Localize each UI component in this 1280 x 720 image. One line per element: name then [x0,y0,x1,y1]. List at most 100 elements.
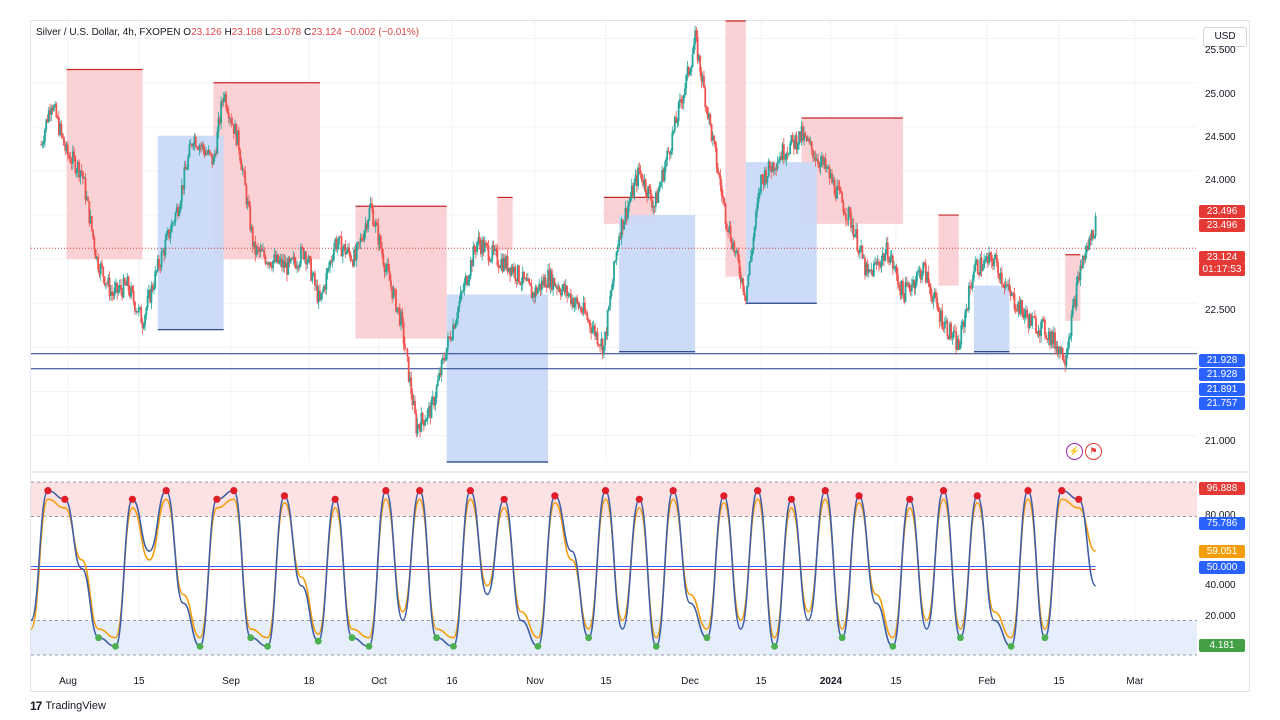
candle-body [303,252,306,260]
resistance-zone [725,21,746,277]
candle-body [1050,332,1053,345]
candle-body [410,377,413,395]
candle-body [336,244,339,249]
candle-body [550,270,553,290]
candle-body [445,347,448,360]
oversold-marker [1007,642,1015,650]
candle-body [333,248,335,260]
candle-body [63,137,65,146]
oversold-band [31,620,1197,655]
candle-body [581,311,584,313]
candle-body [414,400,416,414]
candle-body [1082,255,1084,269]
oscillator-tick: 20.000 [1205,611,1236,622]
candle-body [409,377,411,382]
candle-body [362,240,364,241]
candle-body [88,201,91,224]
change-value: −0.002 (−0.01%) [344,27,420,38]
candle-body [794,135,797,149]
candle-body [988,252,991,264]
candle-body [310,258,312,281]
candle-body [902,281,904,295]
candle-body [83,177,86,179]
candle-body [990,254,993,263]
candle-body [92,229,95,238]
candle-body [329,260,332,268]
candle-body [805,136,808,141]
candle-body [871,269,874,277]
candle-body [104,283,107,285]
candle-body [71,151,74,164]
candle-body [134,301,136,312]
flag-icon[interactable]: ⚑ [1085,443,1102,460]
candle-body [277,254,280,264]
candle-body [54,104,56,106]
candle-body [904,282,907,302]
candle-body [436,380,439,386]
open-value: 23.126 [191,27,222,38]
candle-body [102,266,105,277]
candle-body [903,294,906,302]
flash-icon[interactable]: ⚡ [1066,443,1083,460]
candle-body [319,290,321,300]
candle-body [955,331,958,350]
candle-body [230,118,233,124]
candle-body [84,177,87,200]
candle-body [205,152,207,156]
candle-body [791,135,794,140]
price-label-blue: 21.928 [1199,354,1245,367]
tradingview-logo[interactable]: 17 TradingView [30,699,106,713]
candle-body [886,242,889,260]
candle-body [952,330,955,337]
candle-body [642,181,645,187]
candle-body [852,225,855,238]
candle-body [459,292,462,302]
candle-body [671,132,674,151]
candle-body [1026,309,1029,318]
overbought-marker [754,487,762,495]
candle-body [1000,272,1003,284]
candle-body [1037,330,1040,334]
candle-body [975,260,978,264]
oversold-marker [365,642,373,650]
candle-body [213,153,216,158]
candle-body [493,248,496,252]
candle-body [178,209,181,216]
candle-body [679,99,681,103]
candle-body [766,175,769,183]
candle-body [478,237,481,245]
candle-body [861,245,864,259]
candle-body [531,292,534,299]
candle-body [515,278,518,282]
candle-body [995,254,998,263]
candle-body [698,55,700,61]
currency-button[interactable]: USD [1203,27,1247,47]
candle-body [354,249,357,260]
candle-body [829,173,832,179]
candle-body [57,117,60,135]
oscillator-label-green: 4.181 [1199,639,1245,652]
candle-body [126,276,129,286]
candle-body [1090,230,1093,241]
candle-body [357,242,359,246]
candle-body [226,108,229,113]
candle-body [59,123,62,135]
candle-body [656,192,658,203]
candle-body [511,266,514,273]
candle-body [804,133,807,137]
candle-body [611,281,614,291]
candle-body [44,129,46,142]
candle-body [128,290,131,297]
candle-body [803,133,806,141]
candle-body [838,185,841,191]
candle-body [374,222,377,227]
candle-body [913,280,916,289]
candle-body [879,265,882,268]
candle-body [672,130,675,133]
candle-body [917,271,920,273]
candle-body [113,287,116,296]
time-tick: 15 [600,676,612,687]
oversold-marker [348,634,356,642]
candle-body [743,291,746,296]
